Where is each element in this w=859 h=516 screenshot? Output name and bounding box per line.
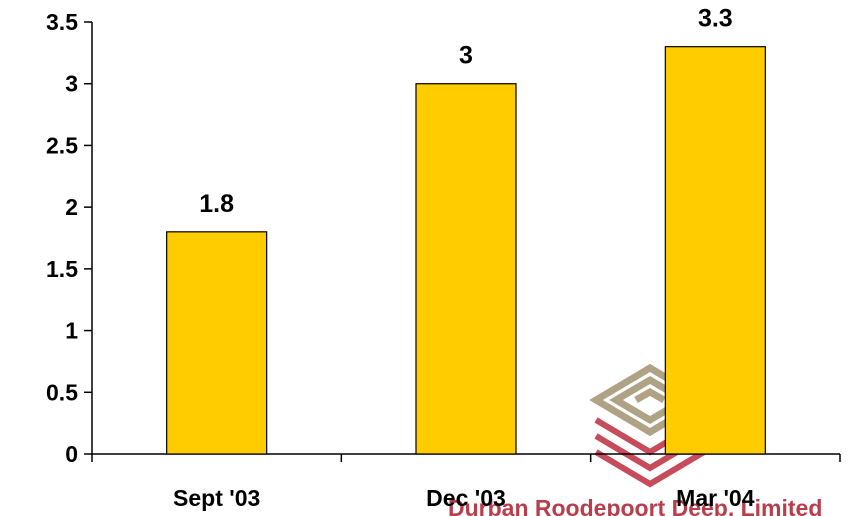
y-tick-label: 3 [65,71,78,97]
bar [166,231,268,455]
y-tick-label: 2.5 [46,132,78,158]
watermark-company-name: Durban Roodepoort Deep, Limited [448,495,822,516]
plot-area: 0 0.5 1 1.5 2 2.5 3 3.5 1.8 Sept '03 3 Dec '03 3.3 Ma… [46,5,841,511]
y-tick-label: 1.5 [46,256,78,282]
y-tick-label: 2 [65,194,78,220]
y-tick-label: 1 [65,318,78,344]
y-tick-label: 0 [65,441,78,467]
y-tick-label: 0.5 [46,379,78,405]
x-category-label: Dec '03 [426,485,506,511]
data-label: 1.8 [199,190,234,218]
data-label: 3.3 [698,5,733,33]
y-tick-label: 3.5 [46,9,78,35]
x-category-label: Sept '03 [173,485,260,511]
x-category-label: Mar '04 [676,485,755,511]
bar [415,83,517,455]
company-logo-watermark: Durban Roodepoort Deep, Limited [448,363,822,516]
bar [664,46,766,455]
data-label: 3 [459,42,473,70]
